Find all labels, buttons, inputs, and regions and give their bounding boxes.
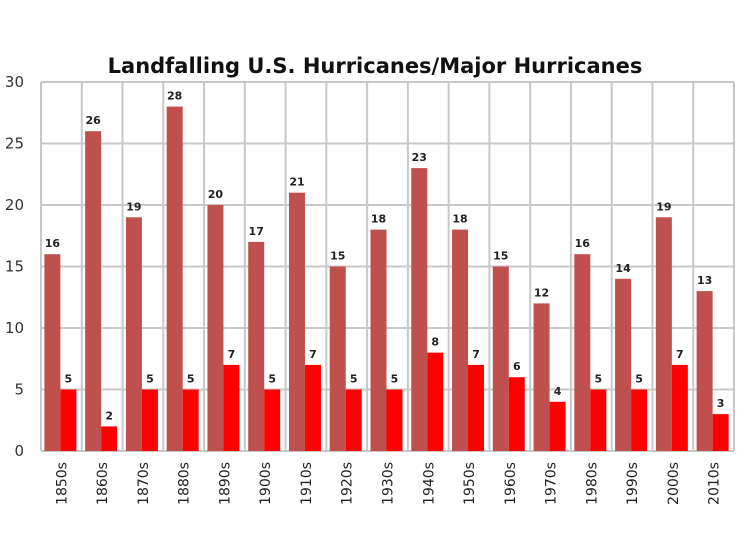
hurricane-bar: [574, 254, 591, 451]
major-hurricane-bar: [631, 389, 648, 451]
y-tick-label: 20: [5, 196, 24, 214]
major-hurricane-data-label: 5: [146, 373, 154, 386]
y-tick-label: 10: [5, 319, 24, 337]
chart-title: Landfalling U.S. Hurricanes/Major Hurric…: [108, 54, 643, 78]
hurricane-bar: [696, 291, 713, 451]
hurricane-bar: [615, 278, 632, 451]
hurricane-data-label: 28: [167, 90, 182, 103]
major-hurricane-bar: [182, 389, 199, 451]
major-hurricane-data-label: 8: [431, 336, 439, 349]
y-tick-label: 25: [5, 135, 24, 153]
y-tick-label: 15: [5, 258, 24, 276]
major-hurricane-data-label: 4: [554, 385, 562, 398]
hurricane-data-label: 14: [615, 262, 631, 275]
major-hurricane-data-label: 6: [513, 360, 521, 373]
hurricane-bar: [329, 266, 346, 451]
major-hurricane-bar: [427, 352, 444, 451]
major-hurricane-bar: [345, 389, 362, 451]
data-labels: 16 5 26 2 19 5 28 5 20 7 17 5 21 7 15 5 18 5 23 8 18 7 15 6 12 4 1…: [45, 90, 725, 423]
major-hurricane-bar: [549, 401, 566, 451]
y-tick-label: 30: [5, 73, 24, 91]
hurricane-data-label: 20: [208, 188, 224, 201]
hurricane-bar: [411, 168, 428, 451]
hurricane-data-label: 19: [656, 200, 671, 213]
major-hurricane-bar: [590, 389, 607, 451]
hurricane-bar: [492, 266, 509, 451]
x-tick-label: 1890s: [217, 462, 233, 505]
hurricane-data-label: 21: [289, 176, 304, 189]
hurricane-data-label: 16: [575, 237, 591, 250]
hurricane-bar: [85, 131, 102, 451]
hurricane-bar: [452, 229, 469, 451]
x-tick-label: 1850s: [54, 462, 70, 505]
y-tick-label: 0: [14, 442, 24, 460]
y-axis: 0 5 10 15 20 25 30: [5, 73, 24, 460]
x-tick-label: 2000s: [666, 462, 682, 505]
x-tick-label: 1870s: [136, 462, 152, 505]
major-hurricane-data-label: 7: [472, 348, 480, 361]
major-hurricane-bar: [101, 426, 118, 451]
major-hurricane-data-label: 7: [309, 348, 317, 361]
x-tick-label: 1970s: [544, 462, 560, 505]
hurricane-data-label: 18: [371, 213, 386, 226]
major-hurricane-bar: [508, 377, 525, 451]
major-hurricane-data-label: 3: [717, 397, 725, 410]
major-hurricane-bar: [264, 389, 281, 451]
hurricane-bar: [370, 229, 387, 451]
major-hurricane-bar: [468, 364, 485, 451]
hurricane-bar: [533, 303, 550, 451]
hurricane-bar: [207, 205, 224, 451]
hurricane-data-label: 17: [249, 225, 264, 238]
x-tick-label: 1880s: [177, 462, 193, 505]
major-hurricane-data-label: 2: [105, 409, 113, 422]
hurricane-bar: [166, 106, 183, 451]
hurricane-bar: [288, 192, 305, 451]
x-tick-label: 1940s: [421, 462, 437, 505]
hurricane-data-label: 12: [534, 286, 549, 299]
x-tick-label: 1980s: [584, 462, 600, 505]
x-tick-label: 1960s: [503, 462, 519, 505]
major-hurricane-bar: [386, 389, 403, 451]
major-hurricane-data-label: 5: [187, 373, 195, 386]
hurricane-bar: [248, 241, 265, 451]
major-hurricane-data-label: 5: [594, 373, 602, 386]
x-tick-label: 1910s: [299, 462, 315, 505]
gridlines: [40, 81, 735, 452]
hurricane-data-label: 16: [45, 237, 61, 250]
major-hurricane-data-label: 7: [676, 348, 684, 361]
major-hurricane-bar: [60, 389, 77, 451]
bars: [44, 106, 729, 451]
x-tick-label: 1990s: [625, 462, 641, 505]
x-tick-label: 1920s: [340, 462, 356, 505]
major-hurricane-bar: [712, 414, 729, 451]
major-hurricane-bar: [304, 364, 321, 451]
y-tick-label: 5: [14, 381, 24, 399]
hurricane-data-label: 23: [412, 151, 427, 164]
major-hurricane-data-label: 5: [391, 373, 399, 386]
major-hurricane-bar: [223, 364, 240, 451]
x-tick-label: 2010s: [707, 462, 723, 505]
hurricane-data-label: 18: [452, 213, 467, 226]
major-hurricane-data-label: 5: [65, 373, 73, 386]
x-axis: 1850s 1860s 1870s 1880s 1890s 1900s 1910s 1920s…: [54, 462, 722, 505]
x-tick-label: 1950s: [462, 462, 478, 505]
major-hurricane-data-label: 5: [635, 373, 643, 386]
major-hurricane-bar: [141, 389, 158, 451]
x-tick-label: 1900s: [258, 462, 274, 505]
major-hurricane-data-label: 5: [268, 373, 276, 386]
major-hurricane-data-label: 5: [350, 373, 358, 386]
hurricane-bar: [44, 254, 61, 451]
major-hurricane-data-label: 7: [228, 348, 236, 361]
hurricane-data-label: 13: [697, 274, 712, 287]
hurricane-data-label: 15: [330, 250, 345, 263]
hurricane-bar: [125, 217, 142, 451]
hurricane-data-label: 15: [493, 250, 508, 263]
hurricane-data-label: 26: [85, 114, 101, 127]
major-hurricane-bar: [671, 364, 688, 451]
hurricane-data-label: 19: [126, 200, 141, 213]
hurricane-bar: [655, 217, 672, 451]
x-tick-label: 1860s: [95, 462, 111, 505]
x-tick-label: 1930s: [381, 462, 397, 505]
